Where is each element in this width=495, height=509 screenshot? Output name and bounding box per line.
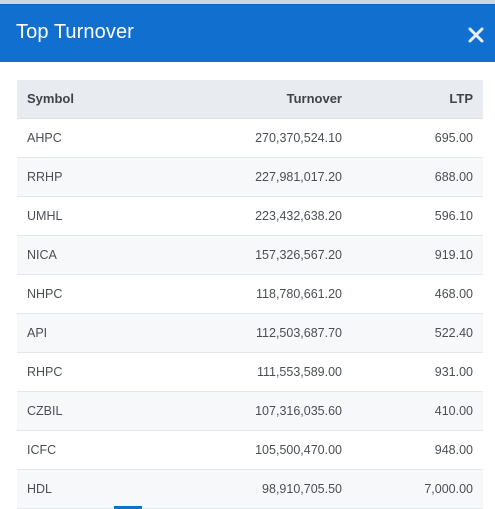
column-header-symbol[interactable]: Symbol bbox=[17, 80, 137, 119]
column-header-ltp[interactable]: LTP bbox=[352, 80, 483, 119]
symbol-cell[interactable]: API bbox=[17, 313, 137, 353]
turnover-cell: 118,780,661.20 bbox=[137, 274, 352, 314]
symbol-cell[interactable]: UMHL bbox=[17, 196, 137, 236]
turnover-cell: 157,326,567.20 bbox=[137, 235, 352, 275]
symbol-cell[interactable]: HDL bbox=[17, 469, 137, 509]
table-row[interactable]: API 112,503,687.70 522.40 bbox=[17, 313, 483, 353]
ltp-cell: 522.40 bbox=[352, 313, 483, 353]
symbol-cell[interactable]: NHPC bbox=[17, 274, 137, 314]
turnover-cell: 227,981,017.20 bbox=[137, 157, 352, 197]
table-header-row: Symbol Turnover LTP bbox=[17, 80, 483, 119]
symbol-cell[interactable]: AHPC bbox=[17, 118, 137, 158]
table-row[interactable]: HDL 98,910,705.50 7,000.00 bbox=[17, 469, 483, 509]
ltp-cell: 931.00 bbox=[352, 352, 483, 392]
turnover-cell: 112,503,687.70 bbox=[137, 313, 352, 353]
ltp-cell: 410.00 bbox=[352, 391, 483, 431]
table-row[interactable]: NHPC 118,780,661.20 468.00 bbox=[17, 274, 483, 314]
turnover-cell: 98,910,705.50 bbox=[137, 469, 352, 509]
table-row[interactable]: NICA 157,326,567.20 919.10 bbox=[17, 235, 483, 275]
modal-header: Top Turnover bbox=[0, 4, 495, 62]
scroll-indicator[interactable] bbox=[114, 506, 142, 509]
symbol-cell[interactable]: CZBIL bbox=[17, 391, 137, 431]
symbol-cell[interactable]: RRHP bbox=[17, 157, 137, 197]
table-row[interactable]: RRHP 227,981,017.20 688.00 bbox=[17, 157, 483, 197]
ltp-cell: 596.10 bbox=[352, 196, 483, 236]
ltp-cell: 7,000.00 bbox=[352, 469, 483, 509]
modal-title: Top Turnover bbox=[16, 21, 134, 43]
table-row[interactable]: CZBIL 107,316,035.60 410.00 bbox=[17, 391, 483, 431]
ltp-cell: 688.00 bbox=[352, 157, 483, 197]
table-row[interactable]: AHPC 270,370,524.10 695.00 bbox=[17, 118, 483, 158]
turnover-cell: 111,553,589.00 bbox=[137, 352, 352, 392]
backdrop-strip bbox=[0, 0, 495, 4]
turnover-table-container: Symbol Turnover LTP AHPC 270,370,524.10 … bbox=[17, 80, 483, 509]
turnover-cell: 270,370,524.10 bbox=[137, 118, 352, 158]
turnover-cell: 105,500,470.00 bbox=[137, 430, 352, 470]
symbol-cell[interactable]: RHPC bbox=[17, 352, 137, 392]
column-header-turnover[interactable]: Turnover bbox=[137, 80, 352, 119]
table-row[interactable]: RHPC 111,553,589.00 931.00 bbox=[17, 352, 483, 392]
turnover-table: Symbol Turnover LTP AHPC 270,370,524.10 … bbox=[17, 80, 483, 509]
table-row[interactable]: UMHL 223,432,638.20 596.10 bbox=[17, 196, 483, 236]
turnover-cell: 223,432,638.20 bbox=[137, 196, 352, 236]
ltp-cell: 948.00 bbox=[352, 430, 483, 470]
ltp-cell: 919.10 bbox=[352, 235, 483, 275]
close-icon bbox=[468, 27, 484, 43]
symbol-cell[interactable]: ICFC bbox=[17, 430, 137, 470]
close-button[interactable] bbox=[465, 24, 487, 46]
symbol-cell[interactable]: NICA bbox=[17, 235, 137, 275]
ltp-cell: 468.00 bbox=[352, 274, 483, 314]
ltp-cell: 695.00 bbox=[352, 118, 483, 158]
turnover-cell: 107,316,035.60 bbox=[137, 391, 352, 431]
table-row[interactable]: ICFC 105,500,470.00 948.00 bbox=[17, 430, 483, 470]
